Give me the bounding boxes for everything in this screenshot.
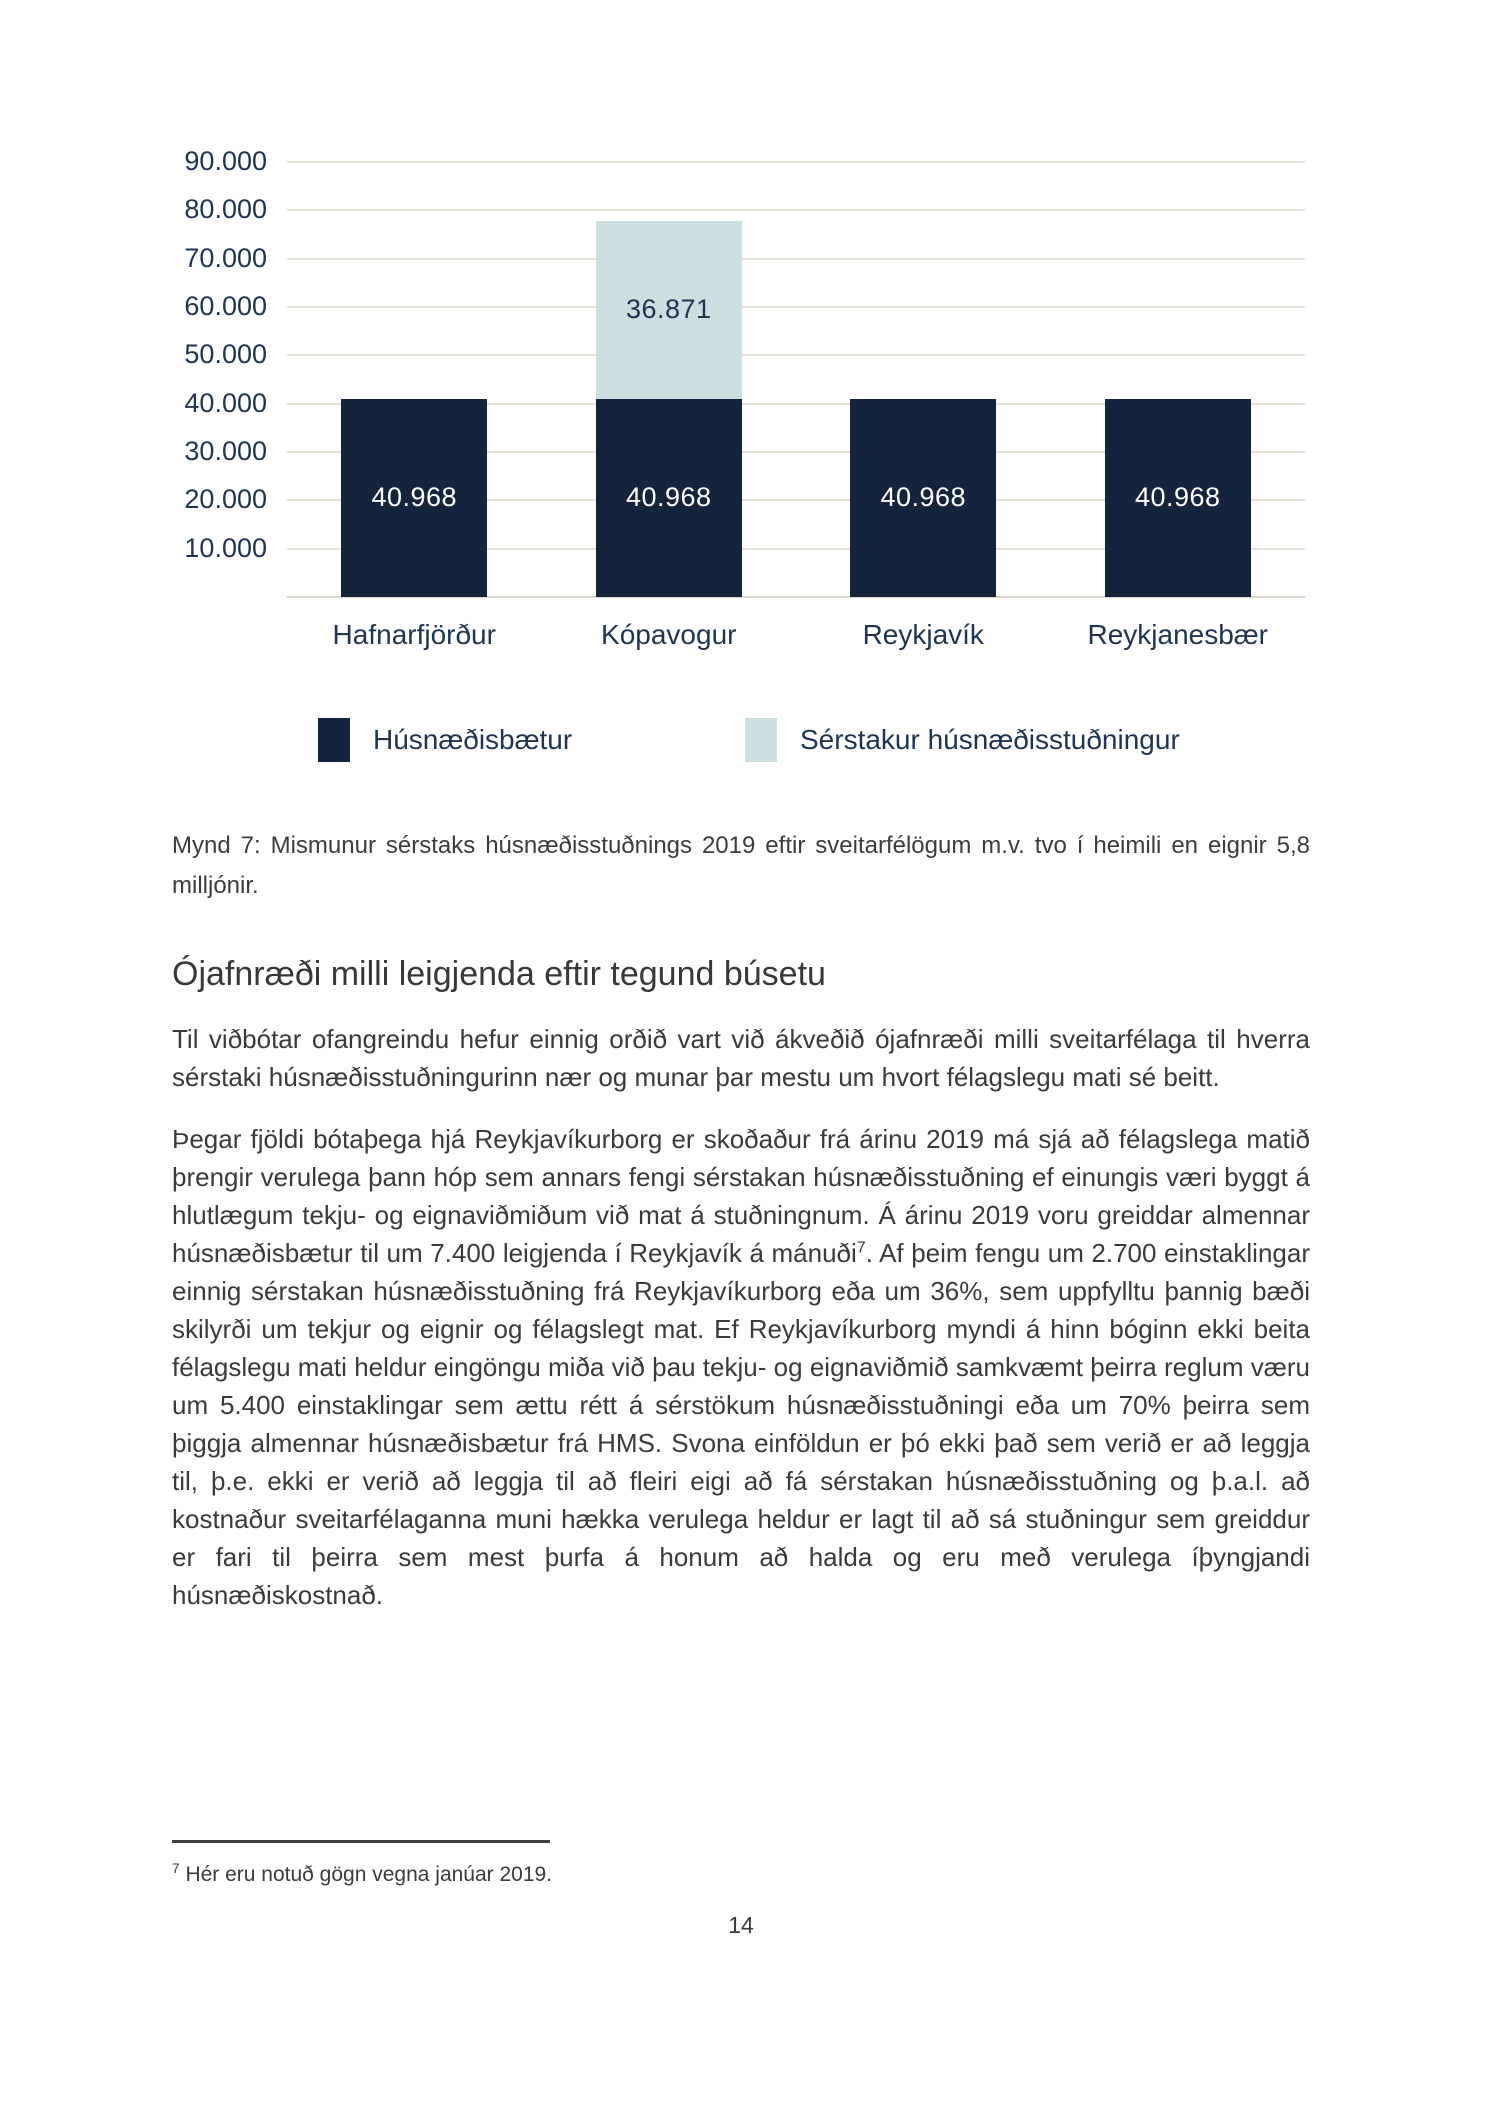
bar-segment-husnaedisbaetur: 40.968 <box>1104 398 1251 597</box>
x-axis-category-label: Hafnarfjörður <box>332 619 496 650</box>
bar-segment-husnaedisbaetur: 40.968 <box>595 398 742 597</box>
x-axis-category-label: Kópavogur <box>601 619 737 650</box>
bar-segment-husnaedisbaetur: 40.968 <box>850 398 997 597</box>
x-axis-category-label: Reykjavík <box>862 619 984 650</box>
gridline <box>287 306 1305 308</box>
legend-label: Sérstakur húsnæðisstuðningur <box>800 724 1180 755</box>
x-axis-category-label: Reykjanesbær <box>1087 619 1269 650</box>
footnote-marker: 7 <box>172 1861 180 1876</box>
footnote-separator <box>172 1840 550 1843</box>
legend-swatch-dark <box>318 718 350 762</box>
y-axis-tick-label: 80.000 <box>184 194 267 225</box>
gridline <box>287 402 1305 405</box>
gridline <box>287 209 1305 212</box>
legend-item-husnaedisbaetur: Húsnæðisbætur <box>318 716 572 764</box>
paragraph-2-text-continued: . Af þeim fengu um 2.700 einstaklingar e… <box>172 1238 1310 1610</box>
y-axis-tick-label: 60.000 <box>184 291 267 321</box>
legend-item-serstakur-husnaedisstudningur: Sérstakur húsnæðisstuðningur <box>745 716 1180 764</box>
figure-caption: Mynd 7: Mismunur sérstaks húsnæðisstuðni… <box>172 832 1310 899</box>
gridline <box>287 451 1305 453</box>
bar-value-label: 40.968 <box>625 482 712 513</box>
footnote-reference: 7 <box>856 1238 866 1257</box>
gridline <box>287 257 1305 260</box>
bar-value-label: 40.968 <box>880 482 967 513</box>
gridline <box>287 161 1305 163</box>
gridline <box>287 354 1305 357</box>
y-axis-tick-label: 30.000 <box>184 436 267 466</box>
bar-value-label: 40.968 <box>371 482 458 513</box>
gridline <box>287 547 1305 550</box>
bar-segment-husnaedisbaetur: 40.968 <box>341 398 488 597</box>
paragraph-2-text: Þegar fjöldi bótaþega hjá Reykjavíkurbor… <box>172 1124 1310 1268</box>
paragraph-1: Til viðbótar ofangreindu hefur einnig or… <box>172 1024 1310 1092</box>
chart: 90.000 80.000 70.000 60.000 50.000 40.000 30.0… <box>0 0 1500 790</box>
bar-value-label: 36.871 <box>625 294 712 325</box>
y-axis-tick-label: 40.000 <box>184 387 267 418</box>
legend-swatch-light <box>745 718 777 762</box>
y-axis-tick-label: 10.000 <box>184 532 267 563</box>
y-axis-tick-label: 90.000 <box>184 146 267 176</box>
x-axis-line <box>287 596 1305 598</box>
y-axis-tick-label: 20.000 <box>184 484 267 515</box>
footnote-area: 7 Hér eru notuð gögn vegna janúar 2019. <box>172 1840 1310 1887</box>
paragraph-2: Þegar fjöldi bótaþega hjá Reykjavíkurbor… <box>172 1120 1310 1614</box>
page-number: 14 <box>728 1912 754 1938</box>
legend-label: Húsnæðisbætur <box>373 724 573 755</box>
y-axis-tick-label: 50.000 <box>184 339 267 370</box>
section-heading: Ójafnræði milli leigjenda eftir tegund b… <box>172 955 826 993</box>
footnote-text: 7 Hér eru notuð gögn vegna janúar 2019. <box>172 1861 553 1886</box>
gridline <box>287 499 1305 502</box>
bar-segment-serstakur: 36.871 <box>595 220 742 399</box>
y-axis-tick-label: 70.000 <box>184 242 267 273</box>
bar-value-label: 40.968 <box>1134 482 1221 513</box>
text-column: Mynd 7: Mismunur sérstaks húsnæðisstuðni… <box>172 826 1310 1614</box>
